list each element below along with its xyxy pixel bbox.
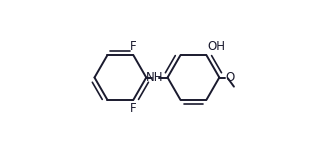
Text: F: F — [130, 40, 137, 53]
Text: F: F — [130, 102, 137, 115]
Text: O: O — [225, 71, 235, 84]
Text: OH: OH — [207, 40, 225, 53]
Text: NH: NH — [146, 71, 163, 84]
